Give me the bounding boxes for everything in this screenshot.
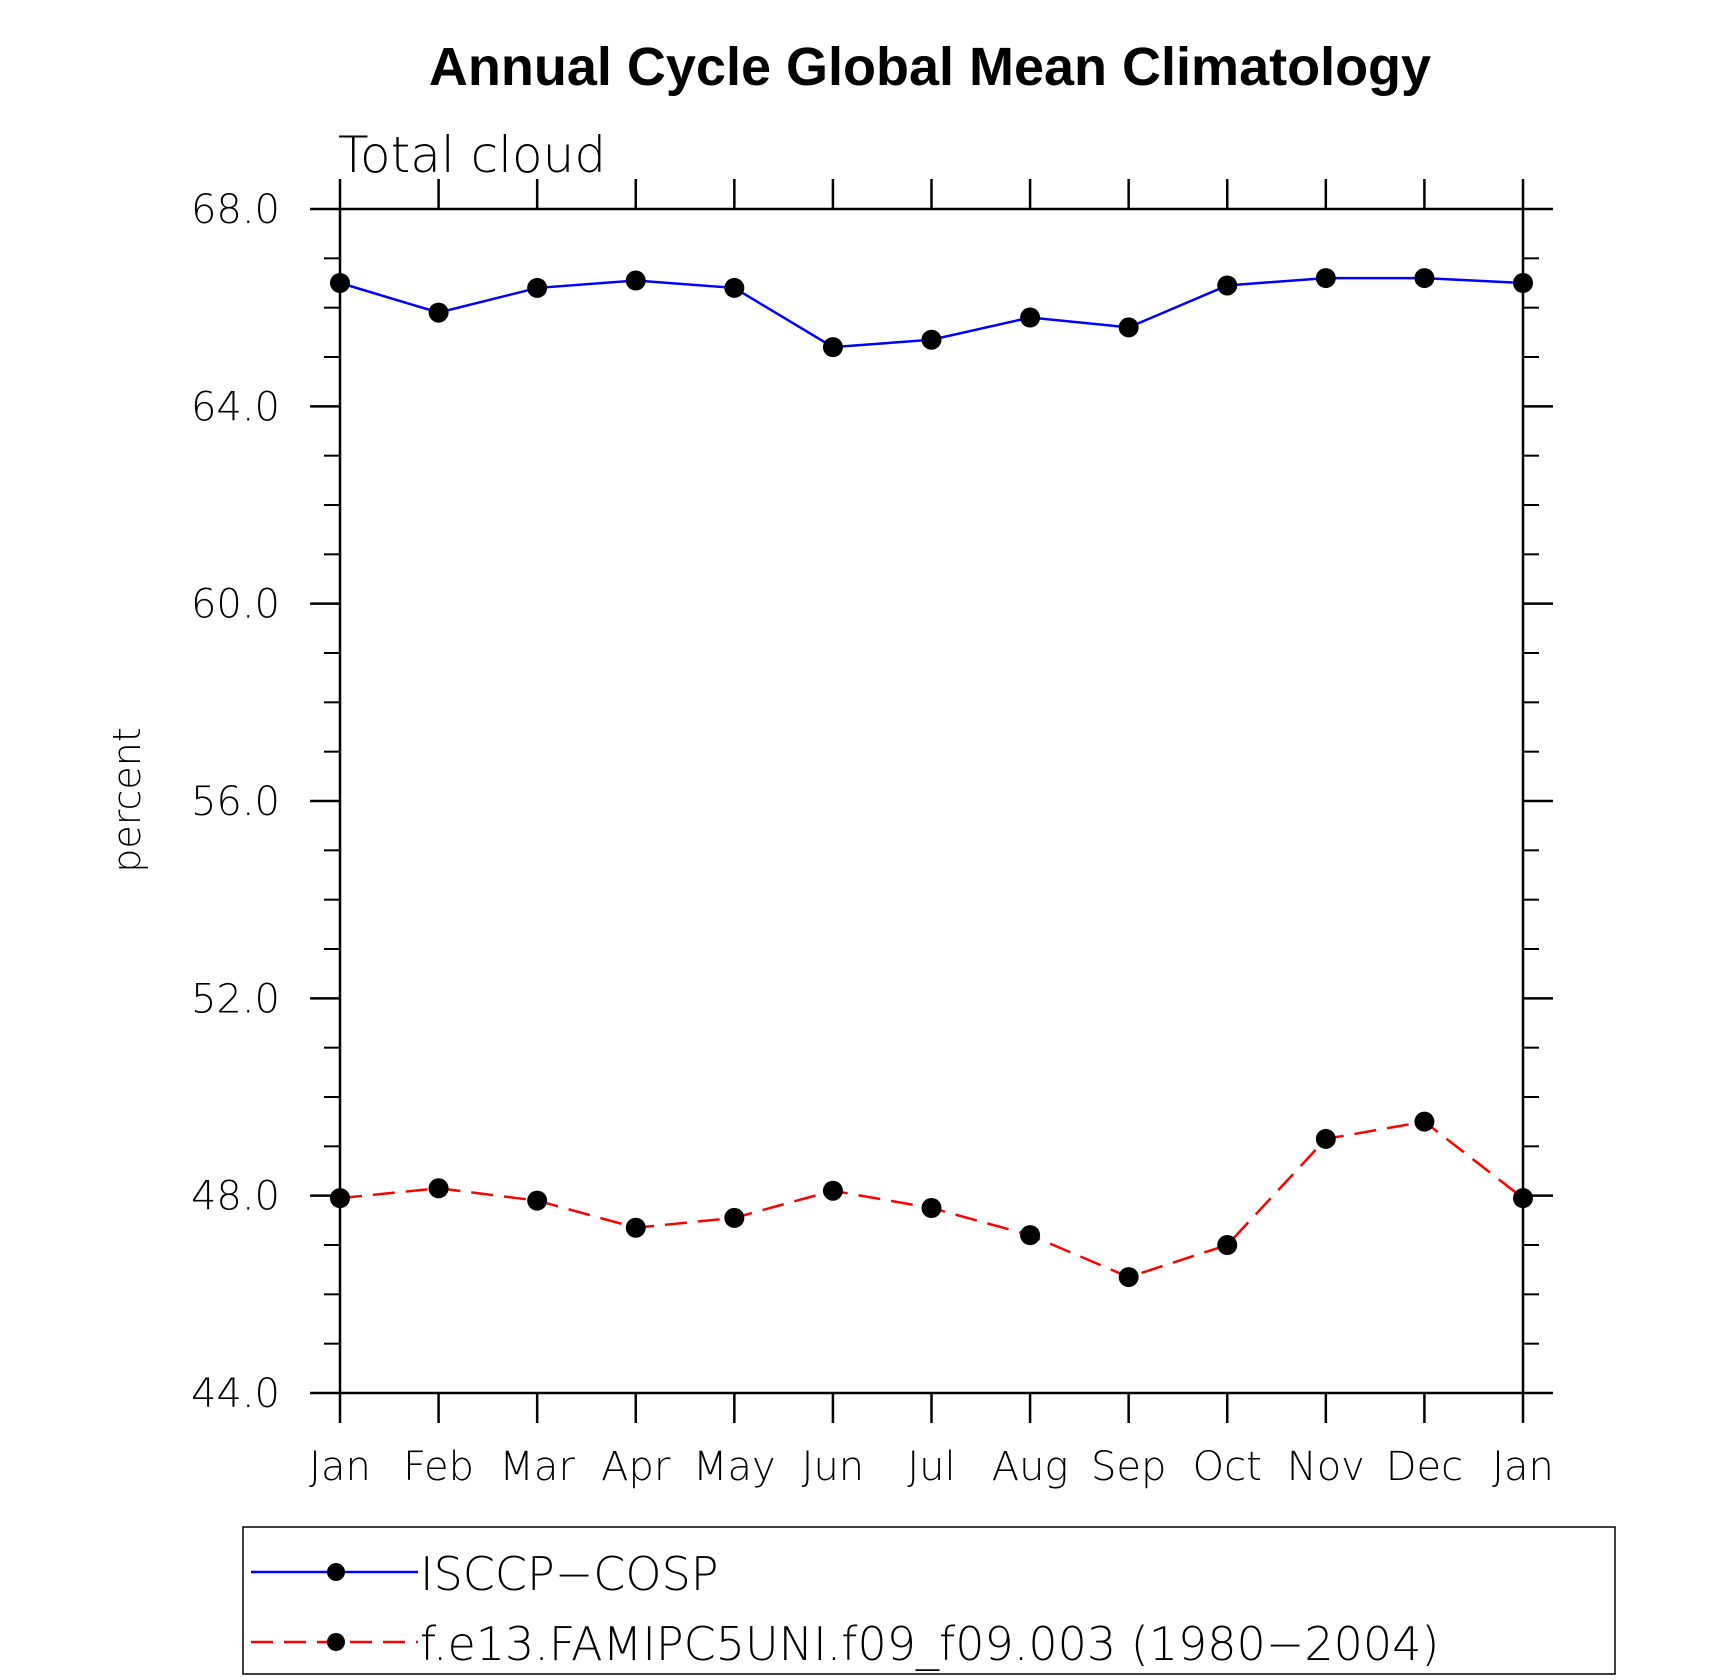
- series-0-point: [1513, 273, 1533, 293]
- series-0-point: [1315, 268, 1336, 289]
- series-0-point: [1020, 307, 1041, 328]
- y-tick-label: 44.0: [191, 1371, 280, 1417]
- series-0-point: [1217, 275, 1238, 296]
- y-axis-label: percent: [105, 727, 149, 873]
- series-0-point: [1118, 317, 1139, 338]
- legend-label-model: f.e13.FAMIPC5UNI.f09_f09.003 (1980−2004): [420, 1617, 1439, 1671]
- legend-label-isccp: ISCCP−COSP: [420, 1547, 719, 1601]
- legend-marker-model: [327, 1633, 345, 1651]
- x-tick-label: Jan: [1492, 1444, 1554, 1490]
- series-1-point: [724, 1207, 745, 1228]
- series-1-point: [921, 1198, 942, 1218]
- legend-marker-isccp: [327, 1563, 345, 1581]
- y-tick-label: 52.0: [191, 976, 280, 1022]
- x-tick-label: Oct: [1193, 1444, 1262, 1490]
- x-tick-label: Aug: [992, 1444, 1069, 1490]
- series-1-point: [1118, 1267, 1139, 1288]
- x-tick-label: Sep: [1091, 1444, 1166, 1490]
- series-1-point: [428, 1178, 449, 1199]
- series-0-point: [428, 302, 449, 323]
- series-1-point: [822, 1180, 843, 1201]
- x-tick-label: May: [693, 1444, 776, 1490]
- series-0-point: [527, 277, 548, 298]
- chart-subtitle: Total cloud: [338, 126, 606, 184]
- x-tick-label: Jan: [309, 1444, 371, 1490]
- series-0-point: [822, 337, 843, 358]
- y-tick-label: 48.0: [191, 1174, 280, 1220]
- series-0-point: [330, 273, 350, 293]
- legend-box: [242, 1526, 1616, 1675]
- series-0-point: [1414, 268, 1435, 289]
- y-tick-label: 64.0: [191, 384, 280, 430]
- series-0-point: [921, 329, 942, 350]
- axes: 44.0 48.0 52.0 56.0 60.0 64.0 68.0 Jan Feb Mar Apr…: [191, 179, 1554, 1490]
- x-tick-label: Nov: [1287, 1444, 1365, 1490]
- x-tick-label: Feb: [403, 1444, 474, 1490]
- x-tick-label: Mar: [499, 1444, 575, 1490]
- series-0-point: [724, 277, 745, 298]
- series-1-point: [1513, 1188, 1533, 1209]
- series-layer: [330, 268, 1533, 1288]
- x-tick-label: Apr: [601, 1444, 671, 1490]
- series-1-point: [1217, 1235, 1238, 1255]
- series-1-point: [1315, 1128, 1336, 1149]
- y-tick-label: 60.0: [191, 582, 280, 628]
- x-tick-label: Jul: [907, 1444, 955, 1490]
- series-1-point: [330, 1188, 350, 1209]
- y-tick-label: 56.0: [191, 779, 280, 825]
- series-1-point: [625, 1217, 646, 1238]
- series-1-point: [1414, 1111, 1435, 1132]
- legend: ISCCP−COSP f.e13.FAMIPC5UNI.f09_f09.003 …: [242, 1526, 1616, 1675]
- series-1-point: [1020, 1225, 1041, 1246]
- x-tick-label: Jun: [802, 1444, 865, 1490]
- series-1-point: [527, 1190, 548, 1211]
- chart-title: Annual Cycle Global Mean Climatology: [429, 37, 1431, 97]
- x-tick-label: Dec: [1386, 1444, 1463, 1490]
- y-tick-label: 68.0: [191, 187, 280, 233]
- series-0-point: [625, 270, 646, 291]
